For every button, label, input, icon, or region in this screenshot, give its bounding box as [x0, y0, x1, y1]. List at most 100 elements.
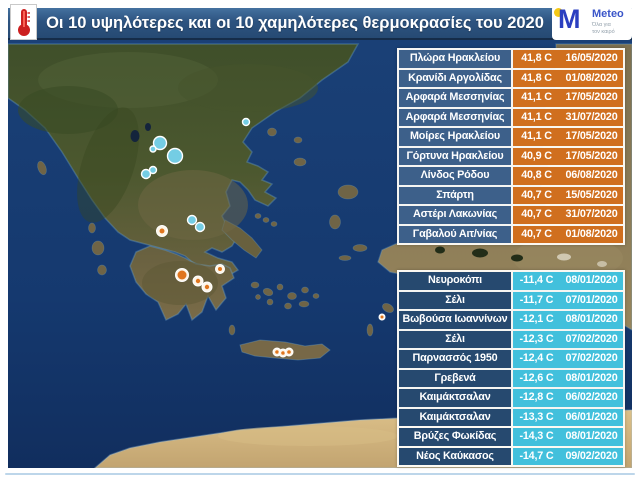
record-values: 40,7 C 31/07/2020 — [513, 206, 623, 224]
station-name: Νευροκόπι — [399, 272, 511, 290]
hot-station-marker — [156, 225, 168, 237]
record-values: -12,6 C 08/01/2020 — [513, 369, 623, 387]
temperature-value: 41,1 C — [521, 130, 552, 142]
temperature-value: -12,8 C — [519, 391, 554, 403]
temperature-value: -11,7 C — [519, 293, 554, 306]
record-row: Αρφαρά Μεσσηνίας 41,1 C 31/07/2020 — [399, 108, 623, 126]
record-values: 40,8 C 06/08/2020 — [513, 167, 623, 185]
record-row: Παρνασσός 1950 -12,4 C 07/02/2020 — [399, 350, 623, 368]
hot-station-marker — [284, 347, 294, 357]
record-date: 15/05/2020 — [565, 188, 618, 201]
temperature-value: -12,4 C — [519, 352, 554, 364]
station-name: Γρεβενά — [399, 369, 511, 387]
map-terrain-texture — [18, 52, 623, 446]
station-name: Αρφαρά Μεσσηνίας — [399, 89, 511, 107]
record-date: 07/02/2020 — [565, 332, 618, 345]
temperature-value: -12,3 C — [519, 332, 554, 345]
record-row: Μοίρες Ηρακλείου 41,1 C 17/05/2020 — [399, 128, 623, 146]
record-values: 40,9 C 17/05/2020 — [513, 147, 623, 165]
temperature-value: -14,3 C — [519, 430, 554, 442]
cold-station-marker — [149, 145, 157, 153]
record-row: Γρεβενά -12,6 C 08/01/2020 — [399, 369, 623, 387]
station-name: Αστέρι Λακωνίας — [399, 206, 511, 224]
record-row: Γόρτυνα Ηρακλείου 40,9 C 17/05/2020 — [399, 147, 623, 165]
record-date: 07/02/2020 — [565, 352, 618, 364]
station-name: Νέος Καύκασος — [399, 447, 511, 465]
record-values: -14,7 C 09/02/2020 — [513, 447, 623, 465]
cold-station-marker — [152, 135, 168, 151]
station-name: Σέλι — [399, 330, 511, 348]
record-row: Σπάρτη 40,7 C 15/05/2020 — [399, 186, 623, 204]
record-date: 31/07/2020 — [565, 110, 618, 123]
record-date: 06/02/2020 — [565, 391, 618, 403]
temperature-value: 40,7 C — [521, 227, 552, 240]
logo-tagline-2: τον καιρό — [592, 29, 615, 35]
card-bottom-border — [5, 473, 635, 475]
record-values: 40,7 C 01/08/2020 — [513, 225, 623, 243]
meteo-logo[interactable]: M Meteo Όλα για τον καιρό — [552, 4, 632, 40]
record-date: 01/08/2020 — [565, 71, 618, 84]
station-name: Μοίρες Ηρακλείου — [399, 128, 511, 146]
record-row: Πλώρα Ηρακλείου 41,8 C 16/05/2020 — [399, 50, 623, 68]
temperature-value: 40,7 C — [521, 208, 552, 220]
station-name: Πλώρα Ηρακλείου — [399, 50, 511, 68]
temperature-value: 41,1 C — [521, 91, 552, 103]
logo-text: Meteo Όλα για τον καιρό — [592, 9, 624, 36]
logo-tagline-1: Όλα για — [592, 22, 611, 29]
record-date: 17/05/2020 — [565, 130, 618, 142]
record-date: 07/01/2020 — [565, 293, 618, 306]
map-islands — [37, 127, 394, 337]
record-row: Αστέρι Λακωνίας 40,7 C 31/07/2020 — [399, 206, 623, 224]
record-values: 41,1 C 17/05/2020 — [513, 89, 623, 107]
cold-markers-layer — [140, 117, 251, 233]
thermometer-icon — [10, 4, 37, 40]
station-name: Βρύζες Φωκίδας — [399, 428, 511, 446]
logo-m-letter: M — [558, 4, 580, 34]
record-values: 41,1 C 17/05/2020 — [513, 128, 623, 146]
record-row: Καιμάκτσαλαν -12,8 C 06/02/2020 — [399, 389, 623, 407]
record-values: 41,1 C 31/07/2020 — [513, 108, 623, 126]
record-row: Σέλι -12,3 C 07/02/2020 — [399, 330, 623, 348]
temperature-value: 41,8 C — [521, 52, 552, 64]
record-values: -12,8 C 06/02/2020 — [513, 389, 623, 407]
record-date: 09/02/2020 — [565, 449, 618, 462]
temperature-value: 40,9 C — [521, 149, 552, 162]
record-date: 08/01/2020 — [565, 274, 618, 286]
temperature-value: 41,1 C — [521, 110, 552, 123]
logo-name: Meteo — [592, 8, 624, 21]
temperature-value: -13,3 C — [519, 410, 554, 423]
cold-station-marker — [194, 221, 206, 233]
temperature-value: -12,6 C — [519, 371, 554, 384]
station-name: Λίνδος Ρόδου — [399, 167, 511, 185]
temperature-value: 40,7 C — [521, 188, 552, 201]
temperature-value: 40,8 C — [521, 169, 552, 181]
record-date: 01/08/2020 — [565, 227, 618, 240]
record-values: -11,7 C 07/01/2020 — [513, 291, 623, 309]
station-name: Κρανίδι Αργολίδας — [399, 69, 511, 87]
record-date: 08/01/2020 — [565, 430, 618, 442]
hot-station-marker — [201, 281, 213, 293]
map-lakes — [130, 123, 523, 262]
cold-station-marker — [166, 147, 184, 165]
station-name: Σέλι — [399, 291, 511, 309]
logo-sun-dot — [554, 8, 563, 17]
record-row: Γαβαλού Αιτ/νίας 40,7 C 01/08/2020 — [399, 225, 623, 243]
record-values: 41,8 C 16/05/2020 — [513, 50, 623, 68]
record-row: Νέος Καύκασος -14,7 C 09/02/2020 — [399, 447, 623, 465]
low-temps-table: Νευροκόπι -11,4 C 08/01/2020 Σέλι -11,7 C 07/… — [397, 270, 625, 467]
hot-station-marker — [215, 264, 225, 274]
station-name: Παρνασσός 1950 — [399, 350, 511, 368]
cold-station-marker — [241, 117, 251, 127]
record-date: 17/05/2020 — [565, 91, 618, 103]
station-name: Σπάρτη — [399, 186, 511, 204]
cold-station-marker — [140, 168, 152, 180]
record-values: 41,8 C 01/08/2020 — [513, 69, 623, 87]
record-row: Νευροκόπι -11,4 C 08/01/2020 — [399, 272, 623, 290]
record-date: 16/05/2020 — [565, 52, 618, 64]
station-name: Γόρτυνα Ηρακλείου — [399, 147, 511, 165]
hot-station-marker — [378, 313, 386, 321]
station-name: Αρφαρά Μεσσηνίας — [399, 108, 511, 126]
station-name: Καιμάκτσαλαν — [399, 408, 511, 426]
meteo-logo-mark: M — [554, 4, 589, 37]
